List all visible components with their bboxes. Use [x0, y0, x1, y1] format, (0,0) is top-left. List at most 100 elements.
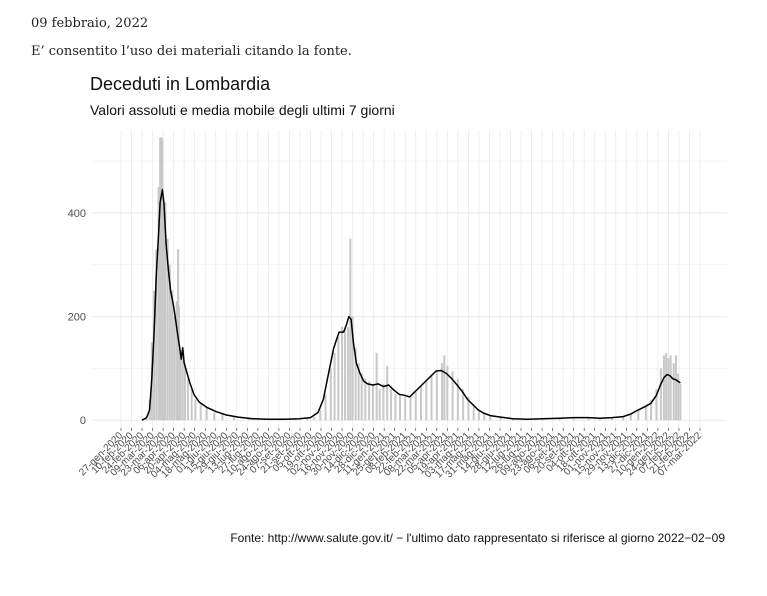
daily-deaths-bar [650, 399, 653, 421]
daily-deaths-bar [667, 358, 670, 421]
daily-deaths-bar [349, 238, 352, 421]
daily-deaths-bar [443, 355, 446, 421]
daily-deaths-bar [247, 418, 250, 421]
daily-deaths-bar [368, 381, 371, 421]
chart-caption: Fonte: http://www.salute.gov.it/ − l'ult… [230, 531, 725, 545]
daily-deaths-bar [674, 355, 677, 421]
daily-deaths-bar [347, 326, 350, 421]
daily-deaths-bar [364, 378, 367, 421]
daily-deaths-bar [173, 316, 176, 421]
daily-deaths-bar [181, 352, 184, 421]
y-tick-label: 400 [68, 208, 86, 220]
daily-deaths-bar [483, 412, 486, 421]
daily-deaths-bar [375, 352, 378, 421]
daily-deaths-bar [371, 383, 374, 421]
daily-deaths-bar [313, 417, 316, 421]
plot-panel [92, 130, 727, 428]
daily-deaths-bar [655, 389, 658, 421]
chart-grid [92, 130, 727, 428]
daily-deaths-bar [357, 363, 360, 421]
daily-deaths-bar [166, 238, 169, 421]
daily-deaths-bar [389, 389, 392, 421]
daily-deaths-bar [669, 355, 672, 421]
daily-deaths-bar [629, 414, 632, 421]
daily-deaths-bar [679, 383, 682, 421]
daily-deaths-bar [441, 363, 444, 421]
daily-deaths-bar [394, 394, 397, 421]
daily-deaths-bar [659, 368, 662, 421]
daily-deaths-bar [622, 416, 625, 421]
daily-deaths-bar [319, 409, 322, 421]
daily-deaths-bar [499, 417, 502, 421]
daily-deaths-bar [382, 383, 385, 421]
daily-deaths-bar [572, 417, 575, 421]
daily-deaths-bar [430, 376, 433, 421]
daily-deaths-bar [420, 386, 423, 421]
daily-deaths-bar [467, 396, 470, 421]
daily-deaths-bar [644, 404, 647, 421]
daily-deaths-bar [221, 414, 224, 421]
daily-deaths-bar [446, 365, 449, 421]
x-axis: 27-gen-202010-feb-202024-feb-202009-mar-… [77, 428, 704, 480]
chart-line [141, 188, 681, 421]
daily-deaths-bar [199, 404, 202, 421]
daily-deaths-bar [159, 137, 162, 421]
daily-deaths-bar [558, 418, 561, 421]
daily-deaths-bar [168, 264, 171, 421]
daily-deaths-bar [162, 212, 165, 421]
daily-deaths-bar [190, 389, 193, 421]
daily-deaths-bar [324, 394, 327, 421]
daily-deaths-bar [329, 368, 332, 421]
daily-deaths-bar [164, 202, 167, 421]
daily-deaths-bar [677, 373, 680, 421]
daily-deaths-bar [451, 370, 454, 421]
moving-average-line [141, 188, 681, 421]
daily-deaths-bar [409, 396, 412, 421]
daily-deaths-bar [360, 373, 363, 421]
daily-deaths-bar [232, 417, 235, 421]
daily-deaths-bar [386, 365, 389, 421]
daily-deaths-bar [587, 417, 590, 421]
daily-deaths-bar [637, 409, 640, 421]
daily-deaths-bar [456, 378, 459, 421]
daily-deaths-bar [175, 301, 178, 421]
daily-deaths-bar [477, 409, 480, 421]
daily-deaths-bar [462, 389, 465, 421]
daily-deaths-bar [351, 316, 354, 421]
daily-deaths-bar [665, 352, 668, 421]
daily-deaths-bar [378, 389, 381, 421]
daily-deaths-bar [672, 363, 675, 421]
daily-deaths-bar [186, 378, 189, 421]
chart-title: Deceduti in Lombardia [90, 74, 271, 94]
daily-deaths-bar [213, 412, 216, 421]
daily-deaths-bar [398, 394, 401, 421]
daily-deaths-bar [611, 417, 614, 421]
document-date: 09 febbraio, 2022 [31, 16, 149, 31]
daily-deaths-bar [161, 140, 164, 421]
daily-deaths-bar [157, 187, 160, 421]
daily-deaths-bar [306, 418, 309, 421]
daily-deaths-bar [171, 290, 174, 421]
daily-deaths-bar [472, 404, 475, 421]
daily-deaths-bar [183, 363, 186, 421]
daily-deaths-bar [404, 396, 407, 421]
daily-deaths-bar [337, 337, 340, 421]
daily-deaths-bar [425, 381, 428, 421]
daily-deaths-bar [489, 415, 492, 421]
daily-deaths-bar [341, 326, 344, 421]
daily-deaths-bar [662, 355, 665, 421]
document-note: E’ consentito l’uso dei materiali citand… [31, 44, 352, 59]
daily-deaths-bar [177, 306, 180, 421]
daily-deaths-bar [333, 352, 336, 421]
daily-deaths-bar [179, 358, 182, 421]
chart-bars [141, 137, 682, 421]
daily-deaths-bar [354, 347, 357, 421]
y-axis: 0 200 400 [68, 208, 86, 427]
daily-deaths-bar [155, 249, 158, 421]
daily-deaths-bar [205, 407, 208, 421]
daily-deaths-bar [194, 399, 197, 421]
daily-deaths-bar [344, 329, 347, 421]
daily-deaths-bar [153, 290, 156, 421]
daily-deaths-bar [414, 391, 417, 421]
